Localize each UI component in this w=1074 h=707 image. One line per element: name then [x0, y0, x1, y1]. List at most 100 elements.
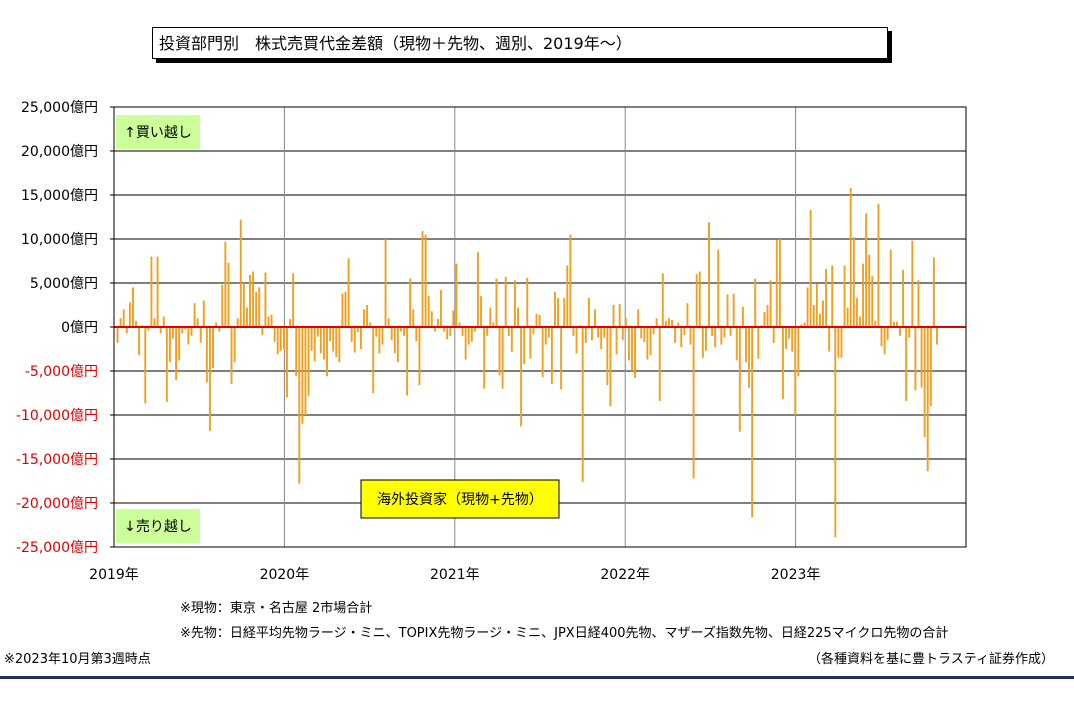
- bar: [803, 322, 806, 327]
- bar: [649, 327, 652, 356]
- bar: [714, 327, 717, 348]
- bar: [128, 302, 131, 327]
- bar: [655, 318, 658, 327]
- y-tick-label: 15,000億円: [21, 188, 98, 204]
- x-tick-label: 2019年: [89, 567, 139, 583]
- bar: [936, 327, 938, 345]
- y-tick-label: 10,000億円: [21, 232, 98, 248]
- y-tick-label: 5,000億円: [30, 276, 98, 292]
- bar: [218, 327, 221, 332]
- bar: [664, 320, 667, 327]
- bar: [369, 322, 372, 327]
- bar: [554, 291, 556, 327]
- bar: [162, 316, 165, 327]
- bar: [230, 327, 233, 385]
- bar: [892, 321, 895, 327]
- bar: [517, 307, 519, 327]
- bar: [708, 222, 710, 327]
- bar: [227, 262, 230, 327]
- bar: [766, 305, 769, 327]
- bar: [843, 265, 846, 327]
- bar: [430, 311, 433, 327]
- bar: [168, 327, 171, 363]
- bar: [627, 327, 630, 361]
- x-tick-label: 2022年: [600, 567, 650, 583]
- bar: [510, 327, 513, 352]
- note-as-of: ※2023年10月第3週時点: [4, 652, 151, 667]
- bar: [871, 275, 874, 327]
- bar: [865, 213, 868, 327]
- buy-annotation-box: [116, 115, 200, 149]
- bar: [868, 254, 871, 327]
- bar: [852, 237, 855, 327]
- bar: [513, 280, 516, 327]
- bar: [677, 322, 680, 327]
- bar: [196, 318, 199, 327]
- bar: [661, 273, 664, 327]
- bar: [775, 239, 778, 327]
- bar: [569, 234, 572, 327]
- bar: [390, 327, 393, 341]
- bar: [754, 278, 757, 327]
- bar: [282, 327, 285, 349]
- bar: [825, 268, 828, 327]
- bar: [427, 296, 430, 327]
- bar: [929, 327, 932, 407]
- bar: [738, 327, 741, 432]
- bar: [788, 327, 791, 339]
- bar: [704, 327, 707, 351]
- bar: [880, 327, 883, 347]
- bar: [541, 327, 544, 378]
- bar: [172, 327, 174, 339]
- bar: [119, 318, 122, 327]
- bar: [717, 249, 720, 327]
- bar: [301, 327, 304, 424]
- bar: [889, 249, 892, 327]
- bar: [480, 296, 483, 327]
- bar: [572, 327, 575, 336]
- bar: [295, 327, 298, 377]
- bar: [668, 318, 670, 327]
- bar: [178, 327, 181, 361]
- note-source: （各種資料を基に豊トラスティ証券作成）: [808, 652, 1054, 667]
- bar: [165, 327, 168, 402]
- bar: [175, 327, 178, 380]
- bar: [249, 275, 251, 327]
- bar: [683, 327, 686, 335]
- bar: [135, 320, 137, 327]
- bar: [926, 327, 929, 472]
- bar: [458, 322, 461, 327]
- bar: [671, 319, 673, 327]
- bar: [504, 276, 507, 327]
- bar: [470, 327, 473, 342]
- chart-title: 投資部門別 株式売買代金差額（現物＋先物、週別、2019年～）: [152, 27, 888, 59]
- bar: [680, 327, 683, 348]
- bar: [347, 258, 350, 327]
- bar: [473, 327, 476, 332]
- bar: [403, 327, 405, 336]
- bar: [895, 321, 898, 327]
- bar: [689, 327, 692, 345]
- bar: [763, 312, 766, 327]
- bar: [304, 327, 307, 415]
- bar: [822, 300, 824, 327]
- bar: [658, 327, 661, 401]
- bar: [489, 307, 492, 327]
- sell-annotation-box: [116, 509, 200, 543]
- bar: [615, 327, 618, 355]
- bar: [215, 322, 218, 327]
- bar: [452, 310, 455, 327]
- bar: [298, 327, 301, 484]
- bar: [711, 327, 714, 336]
- bar: [575, 327, 578, 354]
- bar: [560, 327, 563, 390]
- bar: [640, 327, 643, 339]
- bar: [686, 303, 689, 327]
- bar: [224, 241, 227, 327]
- bar: [695, 274, 698, 327]
- bar: [184, 327, 187, 330]
- bar: [341, 293, 344, 327]
- bar: [255, 291, 258, 327]
- bar: [550, 327, 553, 385]
- bar: [193, 303, 196, 327]
